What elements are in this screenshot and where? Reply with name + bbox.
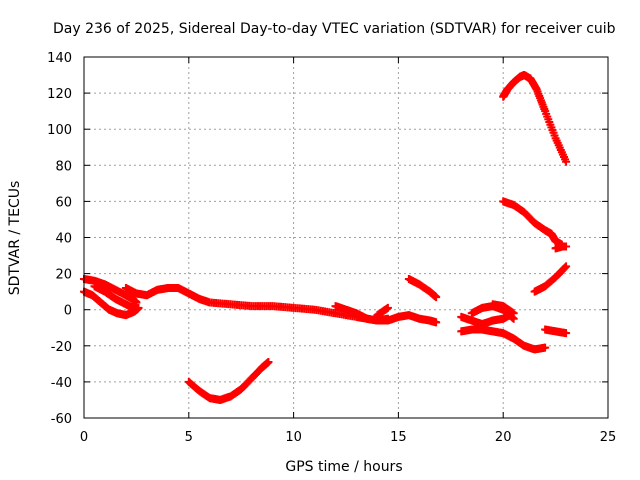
series-track-c xyxy=(90,282,141,314)
data-point xyxy=(432,318,441,327)
data-point xyxy=(561,263,570,272)
series-track-m xyxy=(499,197,566,249)
series-track-q xyxy=(541,325,571,338)
x-tick-label: 10 xyxy=(285,430,302,445)
chart-title: Day 236 of 2025, Sidereal Day-to-day VTE… xyxy=(53,21,616,37)
data-point xyxy=(562,242,571,251)
x-axis-title: GPS time / hours xyxy=(285,459,402,475)
y-tick-label: 60 xyxy=(55,195,72,210)
axis-ticks: 0 5 10 15 20 25 -60 -40 -20 0 20 40 60 80 100 120 140 xyxy=(47,51,616,445)
data-point xyxy=(562,262,571,271)
data-point xyxy=(432,293,441,302)
y-tick-label: 140 xyxy=(47,51,72,66)
data-point xyxy=(562,329,571,338)
data-point xyxy=(132,305,141,314)
series-track-o xyxy=(499,71,571,166)
series-track-d xyxy=(121,284,392,325)
data-point xyxy=(264,358,273,367)
x-tick-label: 25 xyxy=(600,430,617,445)
data-points xyxy=(80,71,571,404)
grid xyxy=(84,57,608,418)
series-track-h xyxy=(404,275,441,302)
series-track-e xyxy=(184,358,273,404)
series-track-f xyxy=(331,302,441,327)
y-tick-label: 100 xyxy=(47,123,72,138)
series-track-a xyxy=(80,275,141,307)
y-tick-label: 20 xyxy=(55,268,72,283)
y-tick-label: 120 xyxy=(47,87,72,102)
y-tick-label: 40 xyxy=(55,232,72,247)
data-point xyxy=(562,157,571,166)
y-tick-label: 80 xyxy=(55,159,72,174)
series-track-i xyxy=(457,325,550,354)
series-track-l xyxy=(488,300,518,318)
y-tick-label: -40 xyxy=(51,376,72,391)
y-tick-label: -60 xyxy=(51,412,72,427)
y-tick-label: -20 xyxy=(51,340,72,355)
data-point xyxy=(383,303,392,312)
data-point xyxy=(541,343,550,352)
x-tick-label: 20 xyxy=(495,430,512,445)
series-track-p xyxy=(530,262,571,296)
data-point xyxy=(509,309,518,318)
y-axis-title: SDTVAR / TECUs xyxy=(7,181,23,296)
y-tick-label: 0 xyxy=(64,304,72,319)
x-tick-label: 5 xyxy=(185,430,193,445)
series-track-n xyxy=(551,242,571,253)
x-tick-label: 0 xyxy=(80,430,88,445)
x-tick-label: 15 xyxy=(390,430,407,445)
series-track-g xyxy=(373,303,392,320)
